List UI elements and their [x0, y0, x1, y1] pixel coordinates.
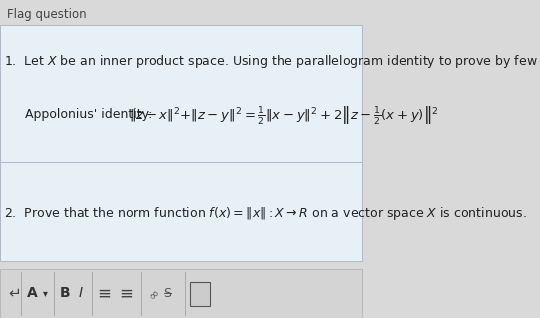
FancyBboxPatch shape [0, 0, 362, 29]
Text: $\mathbf{B}$: $\mathbf{B}$ [59, 286, 71, 301]
Text: Flag question: Flag question [6, 8, 86, 21]
Text: $\|z - x\|^2{+}\|z - y\|^2 = \frac{1}{2}\|x - y\|^2 + 2\left\|z - \frac{1}{2}(x : $\|z - x\|^2{+}\|z - y\|^2 = \frac{1}{2}… [129, 104, 438, 126]
Text: ∞: ∞ [145, 285, 161, 301]
FancyBboxPatch shape [190, 282, 210, 306]
Text: ↵: ↵ [8, 286, 21, 301]
Text: ▾: ▾ [43, 288, 48, 298]
Text: 1.  Let $\mathit{X}$ be an inner product space. Using the parallelogram identity: 1. Let $\mathit{X}$ be an inner product … [4, 53, 540, 70]
Text: Appolonius' identity:: Appolonius' identity: [25, 108, 153, 121]
FancyBboxPatch shape [0, 269, 362, 318]
FancyBboxPatch shape [0, 25, 362, 261]
Text: ≡: ≡ [97, 284, 111, 302]
Text: 2.  Prove that the norm function $f(x) = \|x\|: X \rightarrow R$ on a vector spa: 2. Prove that the norm function $f(x) = … [4, 205, 527, 222]
Text: ≡: ≡ [119, 284, 133, 302]
Text: $\mathit{I}$: $\mathit{I}$ [78, 286, 84, 301]
Text: S̶̶: S̶̶ [164, 287, 172, 300]
Text: $\mathbf{A}$: $\mathbf{A}$ [26, 286, 39, 301]
